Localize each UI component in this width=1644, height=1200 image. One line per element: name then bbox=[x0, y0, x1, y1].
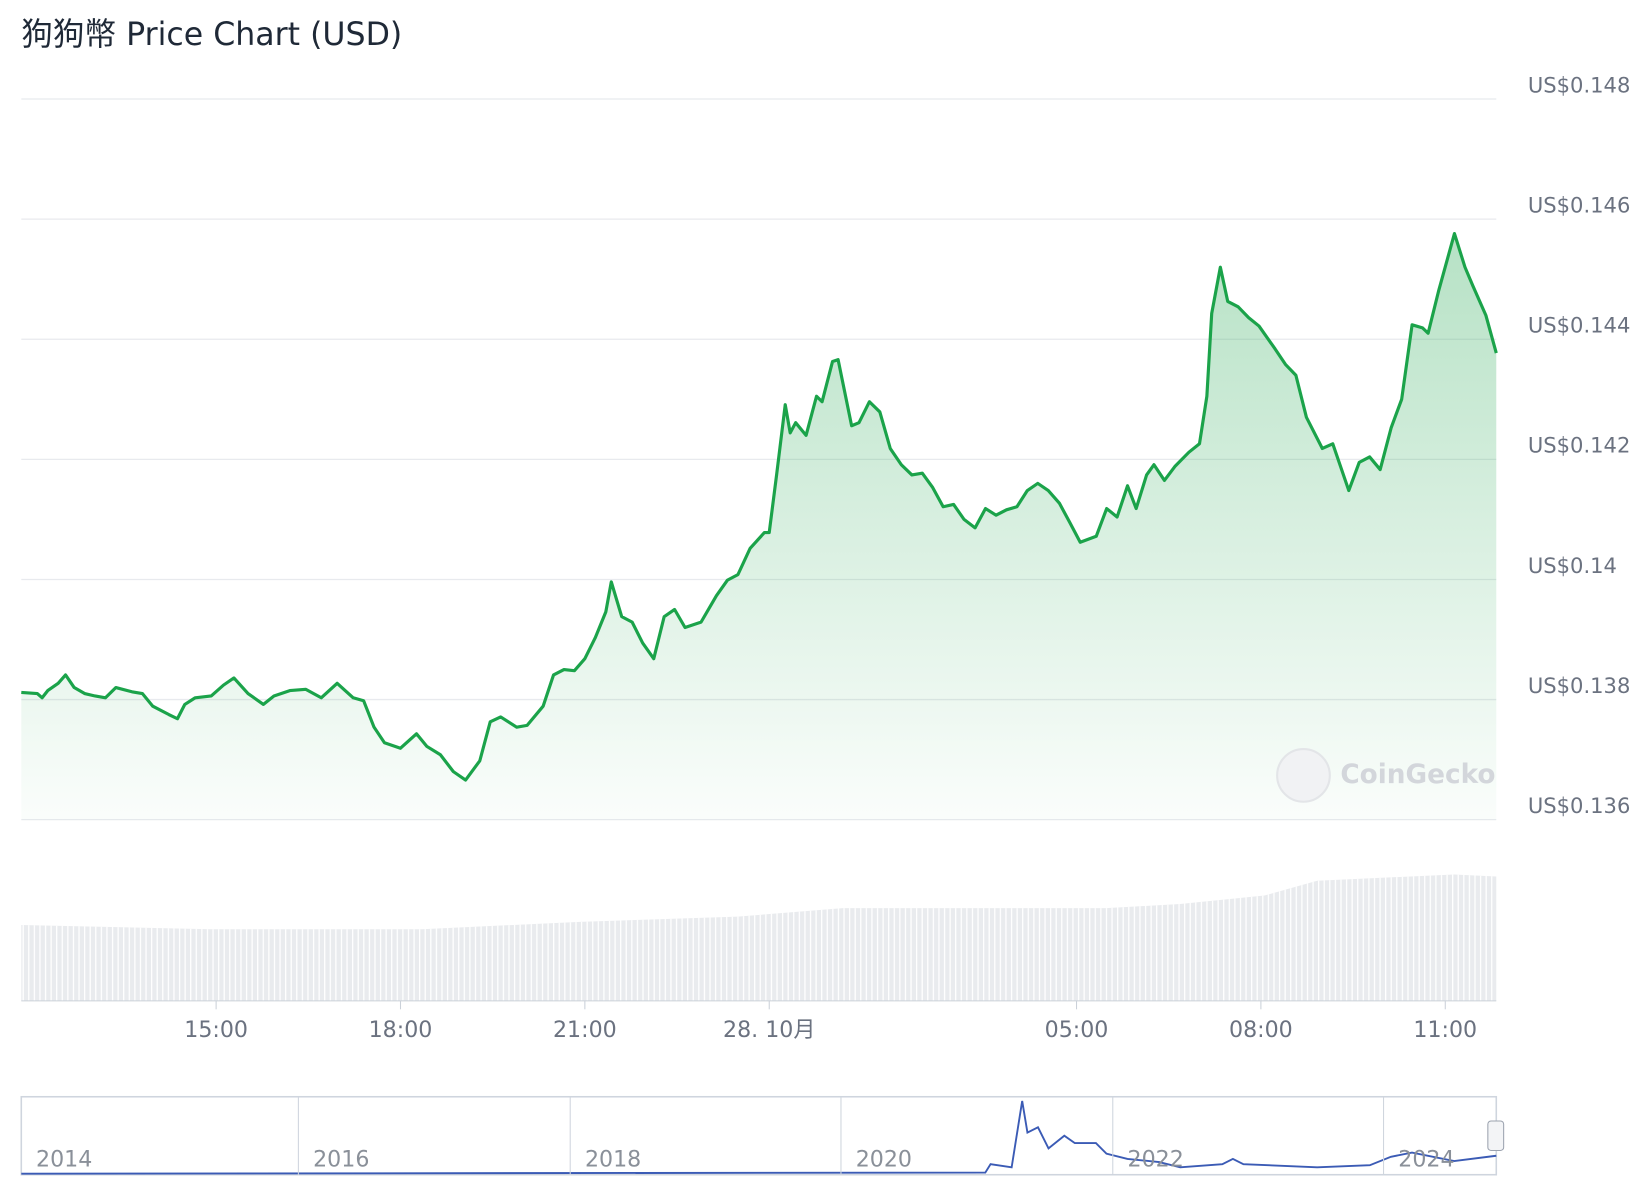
x-tick-label: 18:00 bbox=[369, 1017, 433, 1043]
y-tick-label: US$0.14 bbox=[1528, 553, 1617, 578]
navigator-label: 2020 bbox=[856, 1146, 912, 1172]
x-tick-label: 05:00 bbox=[1045, 1017, 1109, 1043]
y-tick-label: US$0.148 bbox=[1528, 72, 1630, 97]
x-tick-label: 08:00 bbox=[1229, 1017, 1293, 1043]
volume bbox=[21, 874, 1497, 1001]
navigator-label: 2018 bbox=[585, 1146, 641, 1172]
y-tick-label: US$0.136 bbox=[1528, 793, 1630, 818]
x-tick-label: 15:00 bbox=[184, 1017, 248, 1043]
navigator-label: 2014 bbox=[36, 1146, 92, 1172]
watermark-text: CoinGecko bbox=[1340, 760, 1495, 790]
y-tick-label: US$0.138 bbox=[1528, 673, 1630, 698]
x-tick-label: 28. 10月 bbox=[723, 1017, 815, 1043]
navigator-label: 2024 bbox=[1398, 1146, 1454, 1172]
x-tick-label: 21:00 bbox=[553, 1017, 617, 1043]
navigator-label: 2022 bbox=[1128, 1146, 1184, 1172]
price-line bbox=[21, 231, 1498, 782]
watermark: CoinGecko bbox=[1276, 748, 1495, 803]
y-tick-label: US$0.142 bbox=[1528, 433, 1630, 458]
x-tick-label: 11:00 bbox=[1413, 1017, 1477, 1043]
y-tick-label: US$0.144 bbox=[1528, 313, 1630, 338]
navigator bbox=[20, 1095, 1505, 1176]
navigator-label: 2016 bbox=[313, 1146, 369, 1172]
y-tick-label: US$0.146 bbox=[1528, 192, 1630, 217]
chart-title: 狗狗幣 Price Chart (USD) bbox=[21, 17, 402, 53]
area bbox=[21, 233, 1497, 820]
